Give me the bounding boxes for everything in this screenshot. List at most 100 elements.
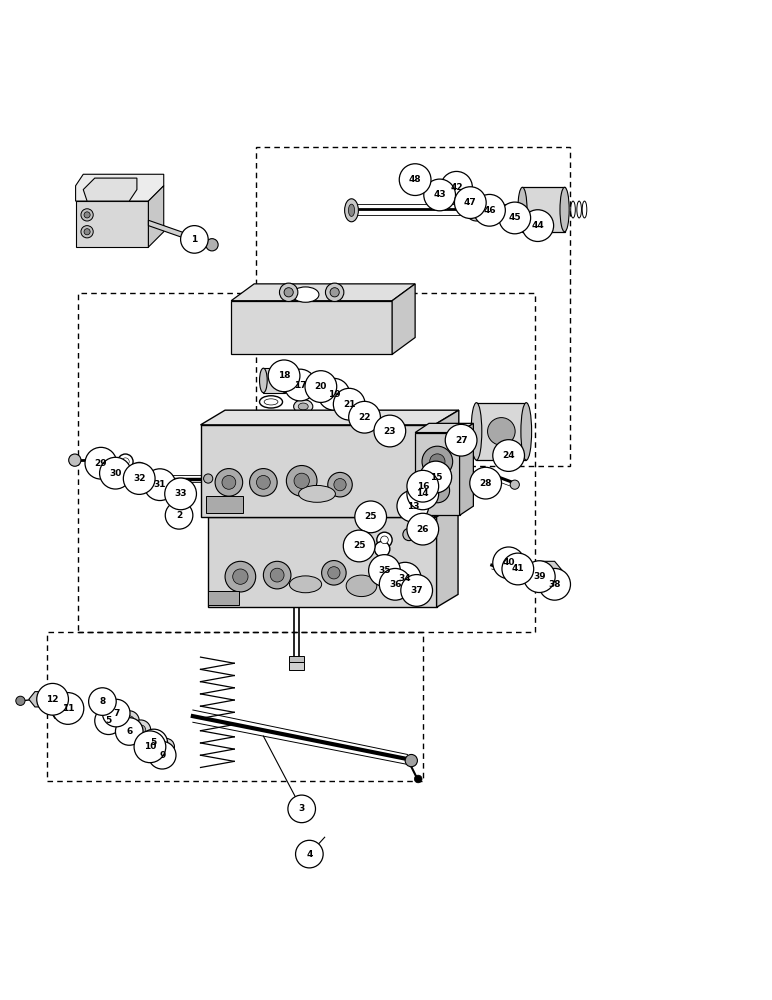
Circle shape <box>389 562 421 594</box>
Circle shape <box>84 212 90 218</box>
Circle shape <box>420 461 452 493</box>
Bar <box>289 656 304 662</box>
Bar <box>208 591 239 605</box>
Text: 14: 14 <box>416 489 429 498</box>
Circle shape <box>423 466 434 476</box>
Text: 17: 17 <box>294 381 306 390</box>
Polygon shape <box>208 517 437 607</box>
Text: 42: 42 <box>450 183 463 192</box>
Circle shape <box>377 532 392 548</box>
Text: 35: 35 <box>378 566 391 575</box>
Ellipse shape <box>346 575 377 597</box>
Polygon shape <box>263 368 285 393</box>
Circle shape <box>81 209 93 221</box>
Ellipse shape <box>259 368 267 393</box>
Circle shape <box>377 557 392 573</box>
Circle shape <box>328 472 352 497</box>
Text: 4: 4 <box>306 850 313 859</box>
Text: 20: 20 <box>315 382 327 391</box>
Circle shape <box>144 469 176 501</box>
Circle shape <box>263 561 291 589</box>
Circle shape <box>407 478 438 510</box>
Circle shape <box>81 226 93 238</box>
Bar <box>256 147 570 466</box>
Circle shape <box>398 435 405 443</box>
Circle shape <box>407 470 438 502</box>
Circle shape <box>90 689 115 713</box>
Circle shape <box>279 283 298 301</box>
Circle shape <box>334 388 365 420</box>
Text: 16: 16 <box>417 482 429 491</box>
Circle shape <box>510 480 520 489</box>
Circle shape <box>232 569 248 584</box>
Circle shape <box>390 569 398 577</box>
Circle shape <box>502 553 533 585</box>
Circle shape <box>222 475 235 489</box>
Circle shape <box>488 418 515 445</box>
Text: 12: 12 <box>46 695 59 704</box>
Text: 36: 36 <box>389 580 401 589</box>
Text: 32: 32 <box>133 474 145 483</box>
Text: 21: 21 <box>343 400 355 409</box>
Text: 9: 9 <box>159 751 165 760</box>
Circle shape <box>523 561 555 593</box>
Circle shape <box>296 840 323 868</box>
Circle shape <box>381 561 388 569</box>
Text: 18: 18 <box>278 371 290 380</box>
Circle shape <box>284 369 316 401</box>
Circle shape <box>344 530 375 562</box>
Text: 38: 38 <box>548 580 561 589</box>
Circle shape <box>204 474 213 483</box>
Text: 11: 11 <box>62 704 74 713</box>
Ellipse shape <box>518 187 527 232</box>
Text: 45: 45 <box>509 213 521 222</box>
Circle shape <box>430 454 445 469</box>
Circle shape <box>540 564 552 577</box>
Ellipse shape <box>309 389 326 400</box>
Circle shape <box>181 226 208 253</box>
Text: 28: 28 <box>479 479 492 488</box>
Circle shape <box>399 164 431 195</box>
Circle shape <box>493 547 524 579</box>
Ellipse shape <box>357 417 366 422</box>
Circle shape <box>425 478 449 503</box>
Polygon shape <box>437 504 458 607</box>
Circle shape <box>15 696 25 705</box>
Circle shape <box>215 469 242 496</box>
Circle shape <box>373 426 381 433</box>
Text: 3: 3 <box>299 804 305 813</box>
Ellipse shape <box>281 368 289 393</box>
Text: 25: 25 <box>364 512 377 521</box>
Polygon shape <box>29 692 55 707</box>
Circle shape <box>225 561 256 592</box>
Circle shape <box>124 463 155 494</box>
Circle shape <box>379 568 411 600</box>
Circle shape <box>103 699 130 727</box>
Polygon shape <box>201 410 459 425</box>
Polygon shape <box>49 699 80 718</box>
Circle shape <box>249 469 277 496</box>
Text: 41: 41 <box>512 564 524 573</box>
Circle shape <box>522 210 554 241</box>
Circle shape <box>268 360 300 392</box>
Circle shape <box>415 775 422 783</box>
Ellipse shape <box>290 576 322 593</box>
Circle shape <box>386 565 401 580</box>
Circle shape <box>110 706 122 717</box>
Circle shape <box>140 729 168 757</box>
Circle shape <box>118 454 133 469</box>
Circle shape <box>206 239 218 251</box>
Circle shape <box>96 695 109 707</box>
Circle shape <box>164 478 196 510</box>
Text: 23: 23 <box>384 427 396 436</box>
Bar <box>523 187 564 232</box>
Ellipse shape <box>313 392 322 397</box>
Ellipse shape <box>521 567 530 584</box>
Ellipse shape <box>571 201 575 218</box>
Ellipse shape <box>582 201 587 218</box>
Bar <box>476 403 527 460</box>
Ellipse shape <box>506 565 514 579</box>
Circle shape <box>445 424 477 456</box>
Ellipse shape <box>374 436 394 449</box>
Circle shape <box>422 446 452 477</box>
